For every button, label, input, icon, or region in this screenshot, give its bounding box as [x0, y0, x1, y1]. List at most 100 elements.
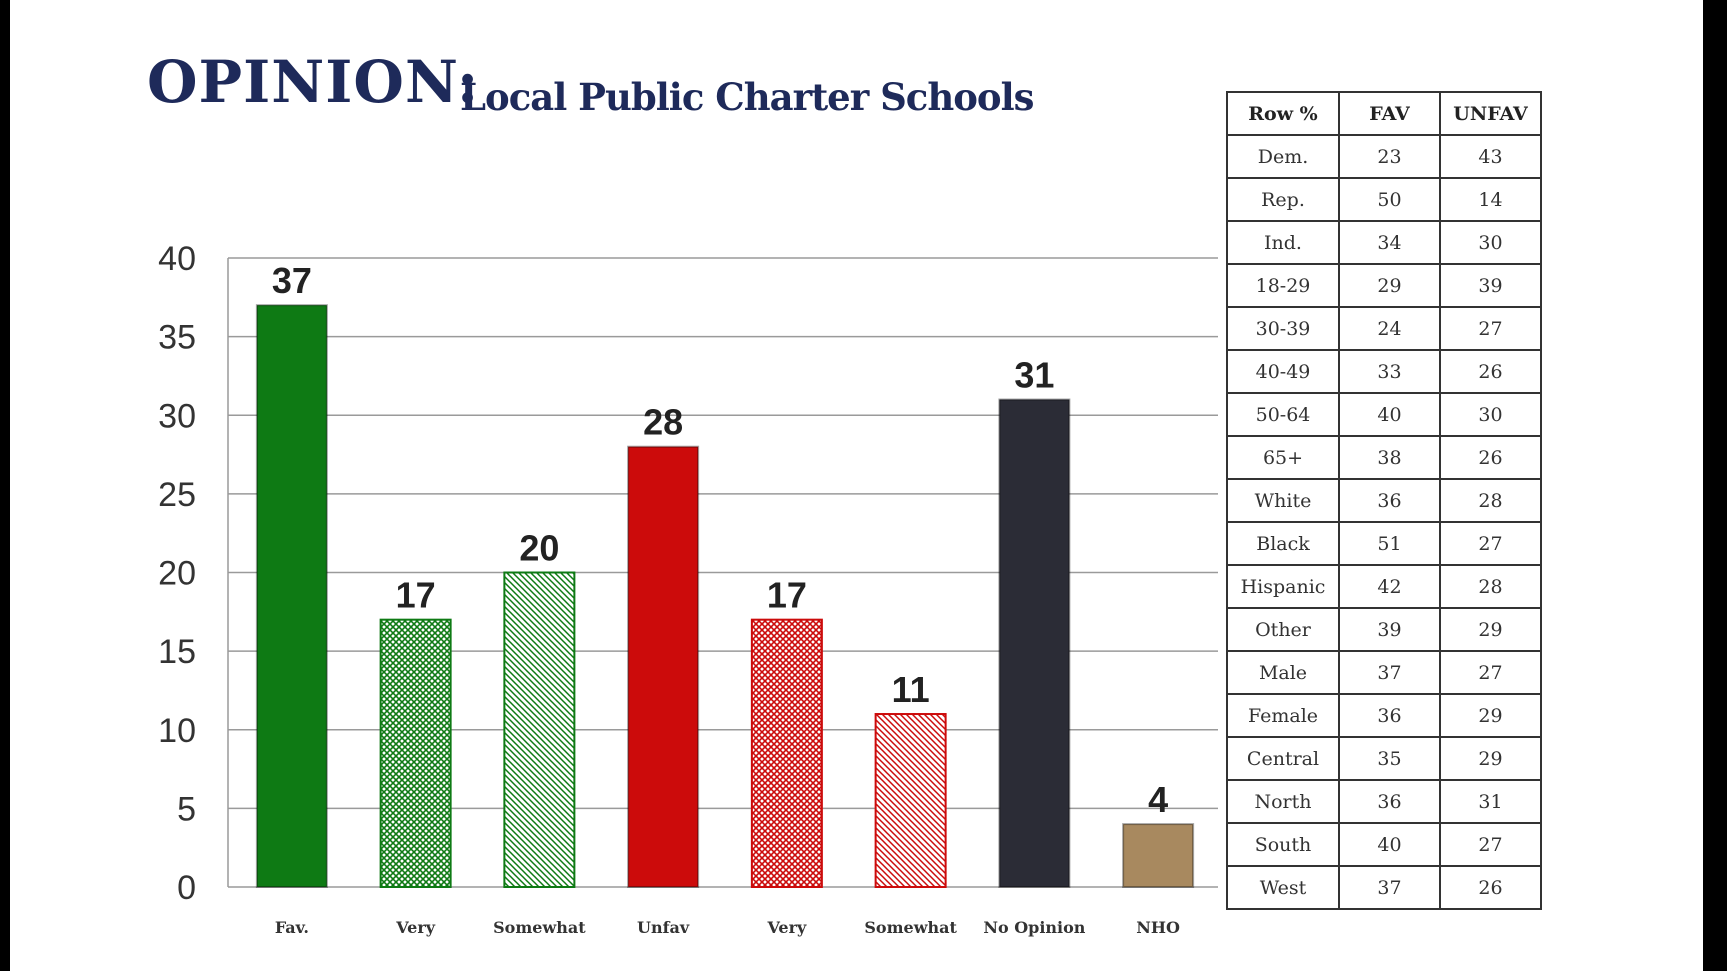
x-tick-label: Somewhat — [864, 918, 957, 937]
data-label: 17 — [396, 575, 436, 616]
table-row: 65+ 38 26 — [1226, 435, 1542, 480]
table-cell-unfav: 29 — [1439, 693, 1542, 738]
x-tick-label: Unfav — [637, 918, 690, 937]
table-cell-fav: 34 — [1338, 220, 1441, 265]
bar-6 — [998, 398, 1071, 888]
table-cell-unfav: 26 — [1439, 435, 1542, 480]
table-cell-group: Male — [1226, 650, 1340, 695]
table-cell-unfav: 27 — [1439, 306, 1542, 351]
table-cell-unfav: 28 — [1439, 478, 1542, 523]
bars — [255, 304, 1195, 889]
table-cell-group: Black — [1226, 521, 1340, 566]
y-axis: 0 5 10 15 20 25 30 35 40 — [158, 240, 229, 907]
table-cell-unfav: 26 — [1439, 349, 1542, 394]
y-tick-label: 30 — [158, 397, 196, 435]
table-row: West 37 26 — [1226, 865, 1542, 910]
x-tick-label: NHO — [1136, 918, 1180, 937]
table-cell-fav: 39 — [1338, 607, 1441, 652]
table-cell-group: 40-49 — [1226, 349, 1340, 394]
table-cell-fav: 38 — [1338, 435, 1441, 480]
data-label: 4 — [1148, 779, 1168, 820]
data-label: 17 — [767, 575, 807, 616]
table-cell-group: South — [1226, 822, 1340, 867]
y-tick-label: 0 — [177, 869, 196, 907]
table-cell-unfav: 30 — [1439, 392, 1542, 437]
table-cell-unfav: 30 — [1439, 220, 1542, 265]
x-tick-label: No Opinion — [983, 918, 1085, 937]
table-cell-unfav: 28 — [1439, 564, 1542, 609]
table-row: Rep. 50 14 — [1226, 177, 1542, 222]
table-cell-group: 30-39 — [1226, 306, 1340, 351]
table-cell-group: 50-64 — [1226, 392, 1340, 437]
bar-4 — [750, 618, 823, 888]
y-tick-label: 10 — [158, 712, 196, 750]
table-cell-unfav: 26 — [1439, 865, 1542, 910]
table-cell-unfav: 43 — [1439, 134, 1542, 179]
table-cell-fav: 36 — [1338, 693, 1441, 738]
table-row: Other 39 29 — [1226, 607, 1542, 652]
table-row: 40-49 33 26 — [1226, 349, 1542, 394]
bar-7 — [1122, 823, 1195, 888]
table-cell-fav: 36 — [1338, 779, 1441, 824]
table-cell-fav: 42 — [1338, 564, 1441, 609]
table-cell-fav: 23 — [1338, 134, 1441, 179]
table-row: Female 36 29 — [1226, 693, 1542, 738]
table-row: South 40 27 — [1226, 822, 1542, 867]
bar-2 — [503, 571, 576, 888]
table-cell-unfav: 27 — [1439, 650, 1542, 695]
table-header-unfav: UNFAV — [1439, 91, 1542, 136]
table-row: Male 37 27 — [1226, 650, 1542, 695]
table-cell-fav: 29 — [1338, 263, 1441, 308]
y-tick-label: 20 — [158, 555, 196, 593]
table-cell-fav: 35 — [1338, 736, 1441, 781]
table-cell-group: 65+ — [1226, 435, 1340, 480]
table-row: 18-29 29 39 — [1226, 263, 1542, 308]
bar-0 — [255, 304, 328, 888]
table-cell-fav: 33 — [1338, 349, 1441, 394]
table-cell-group: West — [1226, 865, 1340, 910]
table-cell-group: Rep. — [1226, 177, 1340, 222]
table-cell-unfav: 39 — [1439, 263, 1542, 308]
y-tick-label: 15 — [158, 633, 196, 671]
table-cell-unfav: 29 — [1439, 736, 1542, 781]
table-cell-fav: 51 — [1338, 521, 1441, 566]
table-header-fav: FAV — [1338, 91, 1441, 136]
table-row: Ind. 34 30 — [1226, 220, 1542, 265]
bar-5 — [874, 713, 947, 889]
x-tick-label: Fav. — [275, 918, 309, 937]
data-label: 20 — [519, 528, 559, 569]
crosstab-table: Row % FAV UNFAV Dem. 23 43 Rep. 50 14 Ind. 34 30… — [1226, 91, 1542, 910]
y-tick-label: 25 — [158, 476, 196, 514]
table-row: White 36 28 — [1226, 478, 1542, 523]
table-header-row: Row % FAV UNFAV — [1226, 91, 1542, 136]
page-subtitle: Local Public Charter Schools — [460, 75, 1034, 119]
data-label: 28 — [643, 402, 683, 443]
table-cell-group: White — [1226, 478, 1340, 523]
table-cell-group: Hispanic — [1226, 564, 1340, 609]
table-cell-fav: 50 — [1338, 177, 1441, 222]
table-row: North 36 31 — [1226, 779, 1542, 824]
y-tick-label: 5 — [177, 790, 196, 828]
table-cell-unfav: 14 — [1439, 177, 1542, 222]
bar-3 — [627, 445, 700, 888]
table-row: Dem. 23 43 — [1226, 134, 1542, 179]
y-tick-label: 40 — [158, 240, 196, 278]
table-cell-group: Dem. — [1226, 134, 1340, 179]
table-cell-group: 18-29 — [1226, 263, 1340, 308]
table-row: Black 51 27 — [1226, 521, 1542, 566]
table-cell-group: Other — [1226, 607, 1340, 652]
bar-1 — [379, 618, 452, 888]
table-cell-group: Female — [1226, 693, 1340, 738]
table-row: Central 35 29 — [1226, 736, 1542, 781]
x-tick-label: Very — [766, 918, 807, 937]
table-row: 30-39 24 27 — [1226, 306, 1542, 351]
data-label: 31 — [1014, 355, 1054, 396]
table-cell-group: North — [1226, 779, 1340, 824]
table-cell-unfav: 29 — [1439, 607, 1542, 652]
table-cell-fav: 37 — [1338, 865, 1441, 910]
table-row: 50-64 40 30 — [1226, 392, 1542, 437]
x-axis: Fav. Very Somewhat Unfav Very Somewhat No Opin… — [275, 918, 1180, 937]
table-cell-unfav: 27 — [1439, 822, 1542, 867]
table-cell-fav: 40 — [1338, 392, 1441, 437]
y-tick-label: 35 — [158, 319, 196, 357]
